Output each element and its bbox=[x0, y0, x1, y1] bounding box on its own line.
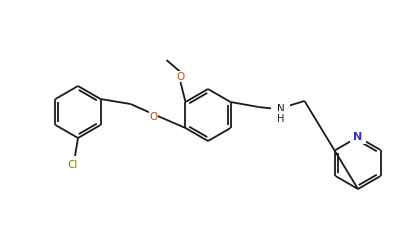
Text: O: O bbox=[149, 112, 157, 122]
Text: H: H bbox=[277, 113, 284, 124]
Text: O: O bbox=[176, 72, 184, 82]
Text: N: N bbox=[353, 131, 363, 141]
Text: Cl: Cl bbox=[68, 159, 78, 169]
Text: N: N bbox=[276, 104, 284, 113]
